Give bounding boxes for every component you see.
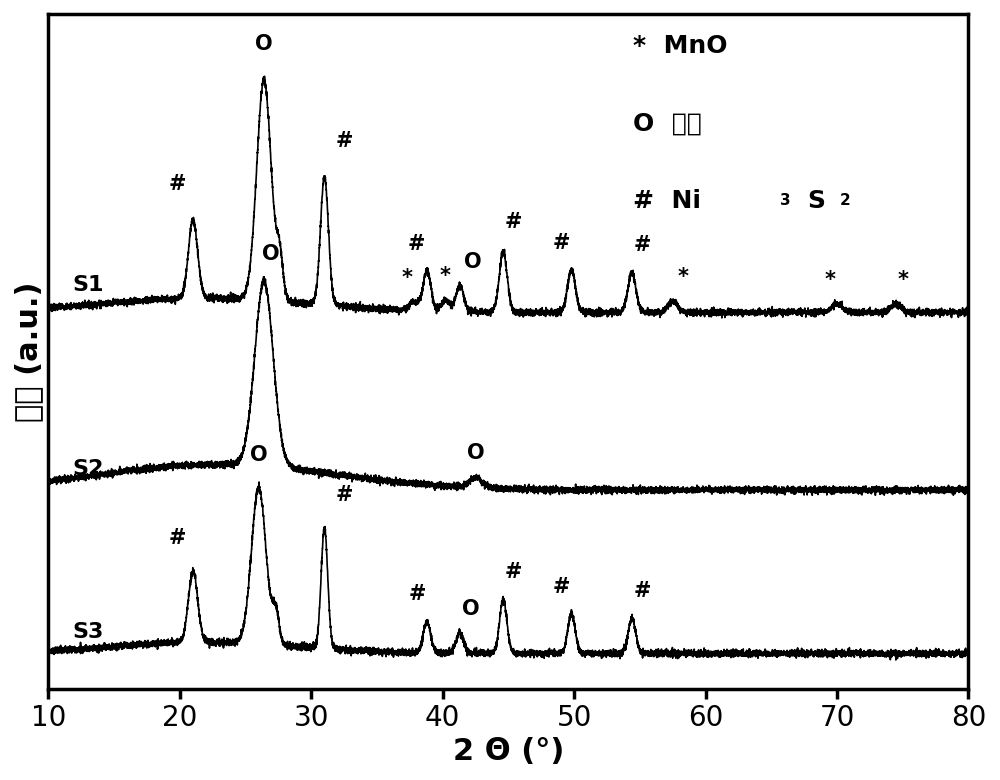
Text: 2: 2 xyxy=(840,193,850,207)
Text: *: * xyxy=(897,270,908,289)
Text: S1: S1 xyxy=(72,275,104,296)
Text: #: # xyxy=(634,581,651,601)
X-axis label: 2 Θ (°): 2 Θ (°) xyxy=(453,737,564,766)
Text: O: O xyxy=(255,34,273,55)
Text: #: # xyxy=(169,528,186,548)
Text: #  Ni: # Ni xyxy=(633,190,701,214)
Text: *: * xyxy=(402,268,413,288)
Text: #: # xyxy=(505,212,522,232)
Text: O: O xyxy=(250,445,268,465)
Text: O: O xyxy=(467,443,484,463)
Text: #: # xyxy=(335,131,353,151)
Text: *  MnO: * MnO xyxy=(633,34,727,58)
Text: S3: S3 xyxy=(72,622,103,642)
Text: 3: 3 xyxy=(780,193,790,207)
Text: O  碳纸: O 碳纸 xyxy=(633,112,701,136)
Text: S: S xyxy=(807,190,825,214)
Text: #: # xyxy=(408,234,425,254)
Y-axis label: 强度 (a.u.): 强度 (a.u.) xyxy=(14,281,43,422)
Text: #: # xyxy=(552,576,570,597)
Text: #: # xyxy=(552,232,570,253)
Text: *: * xyxy=(678,267,689,287)
Text: #: # xyxy=(505,562,522,583)
Text: O: O xyxy=(262,244,279,264)
Text: #: # xyxy=(335,485,353,505)
Text: *: * xyxy=(440,266,451,285)
Text: O: O xyxy=(462,599,479,619)
Text: S2: S2 xyxy=(72,459,103,479)
Text: *: * xyxy=(825,270,836,289)
Text: #: # xyxy=(169,175,186,194)
Text: #: # xyxy=(634,236,651,256)
Text: O: O xyxy=(464,252,482,271)
Text: #: # xyxy=(409,584,426,604)
